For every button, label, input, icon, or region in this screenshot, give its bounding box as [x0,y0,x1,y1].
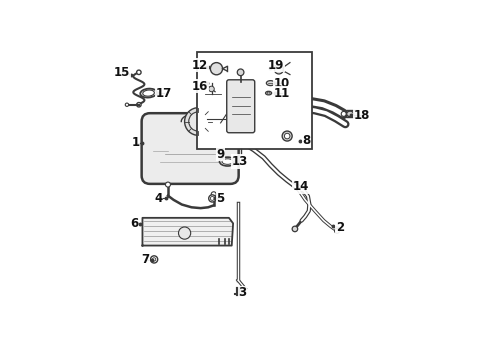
Polygon shape [143,218,233,246]
Ellipse shape [222,159,233,164]
Text: 12: 12 [192,59,208,72]
Ellipse shape [267,81,275,86]
Ellipse shape [220,157,236,166]
Circle shape [210,63,222,75]
Text: 17: 17 [156,87,172,100]
Circle shape [185,108,212,135]
Text: 5: 5 [217,192,225,205]
Text: 2: 2 [336,221,344,234]
Circle shape [152,258,156,261]
Text: 14: 14 [293,180,309,193]
Text: 8: 8 [302,134,311,147]
Ellipse shape [266,91,271,95]
FancyBboxPatch shape [227,80,255,133]
Bar [197,51,312,149]
Bar [346,110,358,117]
FancyBboxPatch shape [142,113,239,184]
Text: 19: 19 [268,59,284,72]
Circle shape [237,69,244,76]
Circle shape [335,228,340,233]
Circle shape [282,131,292,141]
Ellipse shape [346,111,354,117]
Circle shape [209,195,216,202]
Text: 15: 15 [114,66,130,79]
Circle shape [178,227,191,239]
Circle shape [189,112,208,131]
Circle shape [274,65,283,74]
Circle shape [210,197,214,201]
Text: 3: 3 [238,286,246,299]
Text: 16: 16 [192,80,208,93]
Text: 7: 7 [142,253,150,266]
Circle shape [209,86,214,92]
Circle shape [137,103,141,107]
Text: 9: 9 [217,148,225,161]
Ellipse shape [140,89,157,98]
Text: 6: 6 [130,217,138,230]
Text: 10: 10 [273,77,290,90]
Ellipse shape [267,92,270,94]
Circle shape [150,256,158,263]
Text: 18: 18 [354,109,370,122]
Circle shape [292,226,298,232]
Text: 13: 13 [232,155,248,168]
Circle shape [125,103,128,107]
Circle shape [211,192,216,197]
Text: 4: 4 [154,192,162,205]
Circle shape [341,111,346,116]
Text: 1: 1 [131,136,139,149]
Ellipse shape [143,90,154,96]
Text: 11: 11 [273,87,290,100]
Circle shape [284,133,290,139]
Circle shape [166,182,171,187]
Circle shape [137,70,141,75]
